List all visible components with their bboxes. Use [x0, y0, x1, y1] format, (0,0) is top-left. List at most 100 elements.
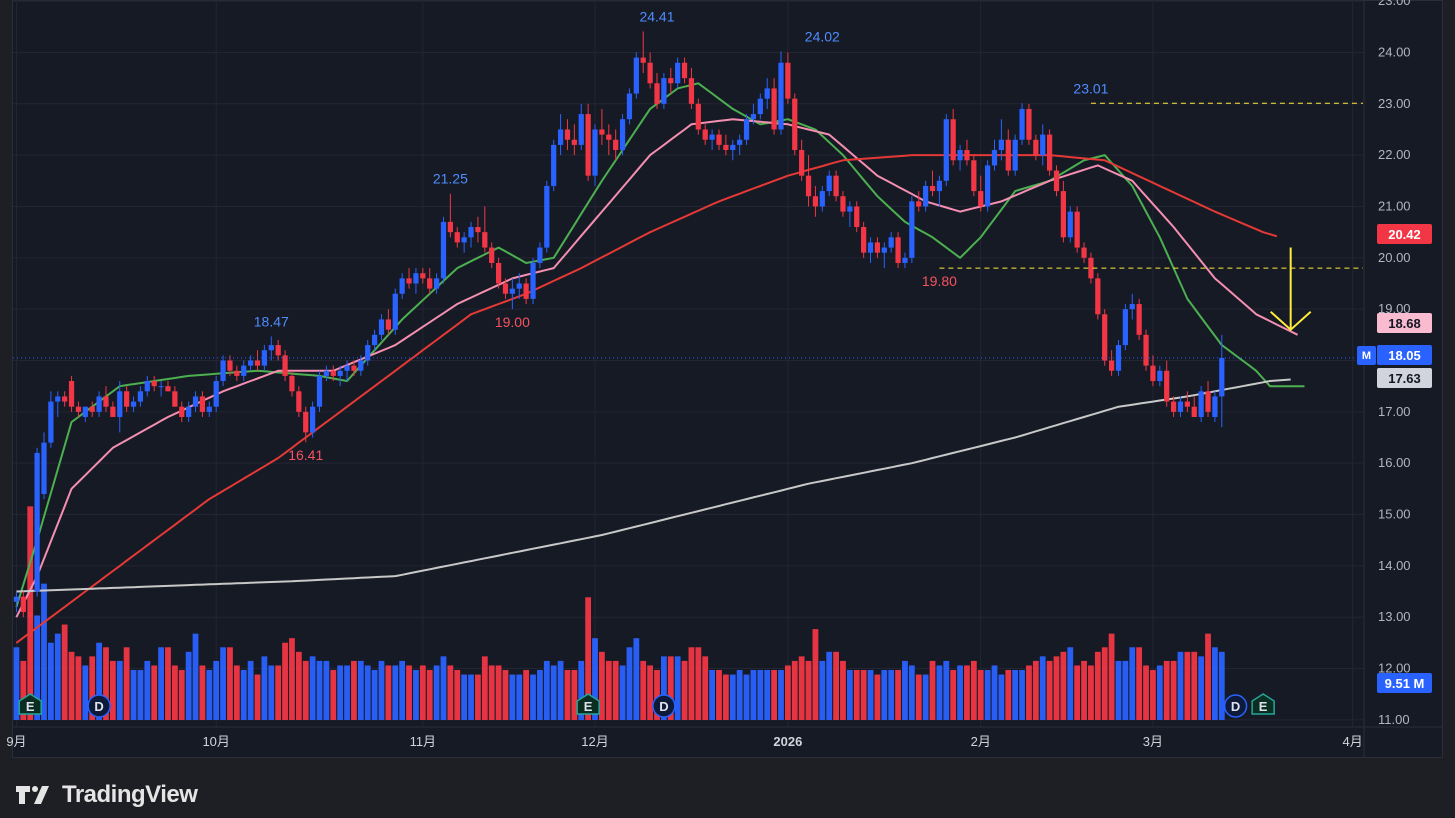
volume-bar: [957, 665, 963, 720]
volume-bar: [647, 665, 654, 720]
candle-body: [1019, 108, 1025, 140]
volume-bar: [468, 674, 474, 720]
volume-bar: [1108, 633, 1115, 720]
candle-body: [68, 381, 75, 407]
tradingview-logo[interactable]: TradingView: [16, 780, 198, 810]
volume-bar: [254, 674, 261, 720]
volume-bar: [1088, 665, 1094, 720]
volume-bar: [908, 665, 915, 720]
candle-body: [750, 114, 757, 120]
candle-body: [1219, 357, 1225, 397]
candle-body: [310, 406, 316, 433]
volume-bar: [860, 670, 867, 720]
candle-body: [495, 262, 502, 284]
volume-bar: [530, 674, 536, 720]
candle-body: [874, 242, 881, 253]
volume-bar: [1067, 647, 1074, 720]
volume-bar: [1115, 660, 1122, 720]
volume-bar: [330, 670, 337, 720]
volume-bar: [1101, 647, 1108, 720]
volume-bar: [171, 665, 178, 720]
candle-body: [613, 139, 619, 151]
volume-bar: [853, 670, 860, 720]
candle-body: [296, 391, 302, 412]
volume-bar: [764, 670, 771, 720]
volume-bar: [54, 633, 61, 720]
candle-body: [723, 144, 729, 151]
y-tick-label: 20.00: [1378, 250, 1411, 265]
candle-body: [1150, 365, 1156, 382]
volume-bar: [784, 665, 791, 720]
candle-body: [1177, 401, 1184, 412]
volume-bar: [199, 665, 206, 720]
candle-body: [888, 237, 894, 248]
volume-bar: [674, 656, 681, 720]
volume-bar: [729, 674, 736, 720]
volume-bar: [1060, 651, 1067, 720]
price-chart[interactable]: 23.0024.0023.0022.0021.0020.0019.0018.00…: [0, 0, 1455, 758]
candle-body: [1191, 406, 1197, 417]
candle-body: [1053, 170, 1060, 192]
candle-body: [709, 134, 715, 140]
volume-bar: [34, 615, 40, 720]
candle-body: [427, 278, 433, 289]
chart-panel[interactable]: [12, 0, 1443, 758]
volume-bar: [1191, 651, 1198, 720]
candle-body: [695, 103, 701, 130]
volume-bar: [289, 638, 295, 720]
volume-bar: [433, 665, 440, 720]
dividend-marker-shape: [652, 694, 676, 718]
candle-body: [1046, 134, 1053, 171]
candle-body: [985, 165, 991, 207]
candle-body: [1198, 391, 1204, 417]
candle-body: [440, 221, 447, 279]
candle-body: [950, 119, 956, 161]
y-tick-label: 12.00: [1378, 661, 1411, 676]
volume-bar: [688, 647, 695, 720]
candle-body: [268, 345, 274, 351]
volume-bar: [1074, 665, 1081, 720]
y-tick-label: 14.00: [1378, 558, 1411, 573]
volume-bar: [964, 665, 970, 720]
volume-bar: [20, 660, 27, 720]
volume-bar: [41, 583, 47, 720]
earnings-event-icon: E: [18, 693, 42, 715]
volume-bar: [419, 665, 426, 720]
candle-body: [186, 406, 192, 417]
candle-body: [640, 57, 646, 63]
volume-bar: [846, 670, 853, 720]
candle-body: [943, 119, 949, 181]
volume-bar: [316, 660, 323, 720]
volume-bar: [357, 660, 364, 720]
volume-bar: [109, 660, 116, 720]
candle-body: [227, 360, 233, 371]
candle-body: [916, 201, 922, 207]
dividend-event-icon: D: [652, 694, 676, 718]
candle-body: [365, 345, 371, 361]
candle-body: [585, 114, 591, 176]
volume-bar: [888, 670, 895, 720]
candle-body: [509, 288, 515, 294]
volume-bar: [61, 624, 68, 720]
volume-bar: [413, 670, 419, 720]
dividend-marker-shape: [1223, 694, 1248, 718]
candle-body: [805, 175, 812, 197]
event-marker-label: E: [26, 699, 35, 714]
volume-bar: [1094, 651, 1101, 720]
volume-bar: [929, 660, 936, 720]
volume-bar: [1005, 670, 1012, 720]
candle-body: [323, 370, 330, 376]
volume-bar: [626, 647, 633, 720]
candle-body: [826, 175, 832, 192]
volume-bar: [1170, 660, 1177, 720]
y-tick-label: 17.00: [1378, 404, 1411, 419]
candle-body: [785, 62, 791, 99]
dividend-event-icon: D: [1223, 694, 1248, 718]
candle-body: [1060, 191, 1066, 238]
volume-bar: [557, 660, 564, 720]
candle-body: [991, 150, 998, 166]
candle-body: [261, 350, 268, 366]
candle-body: [833, 175, 839, 197]
last-price-tag: 18.05: [1377, 345, 1432, 365]
candle-body: [220, 360, 226, 382]
